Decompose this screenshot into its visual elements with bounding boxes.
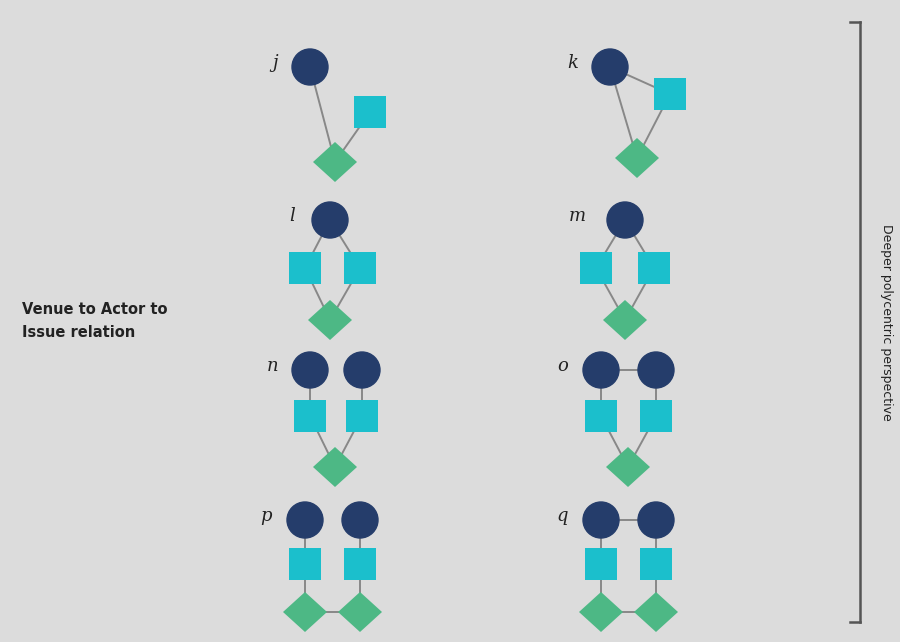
Bar <box>585 400 617 432</box>
Polygon shape <box>308 300 352 340</box>
Bar <box>640 400 672 432</box>
Text: n: n <box>266 357 278 375</box>
Text: m: m <box>569 207 586 225</box>
Polygon shape <box>615 138 659 178</box>
Bar <box>580 252 612 284</box>
Bar <box>344 548 376 580</box>
Bar <box>346 400 378 432</box>
Bar <box>294 400 326 432</box>
Polygon shape <box>603 300 647 340</box>
Polygon shape <box>283 592 327 632</box>
Text: p: p <box>260 507 272 525</box>
Text: Venue to Actor to
Issue relation: Venue to Actor to Issue relation <box>22 302 167 340</box>
Circle shape <box>342 502 378 538</box>
Circle shape <box>638 352 674 388</box>
Polygon shape <box>313 447 357 487</box>
Circle shape <box>292 352 328 388</box>
Polygon shape <box>313 142 357 182</box>
Bar <box>289 252 321 284</box>
Polygon shape <box>338 592 382 632</box>
Text: q: q <box>556 507 568 525</box>
Circle shape <box>607 202 643 238</box>
Circle shape <box>287 502 323 538</box>
Bar <box>344 252 376 284</box>
Bar <box>354 96 386 128</box>
Circle shape <box>312 202 348 238</box>
Circle shape <box>344 352 380 388</box>
Circle shape <box>592 49 628 85</box>
Bar <box>289 548 321 580</box>
Circle shape <box>638 502 674 538</box>
Circle shape <box>583 352 619 388</box>
Bar <box>638 252 670 284</box>
Text: k: k <box>567 54 578 72</box>
Bar <box>585 548 617 580</box>
Polygon shape <box>634 592 678 632</box>
Text: o: o <box>557 357 568 375</box>
Text: j: j <box>273 54 278 72</box>
Polygon shape <box>606 447 650 487</box>
Circle shape <box>292 49 328 85</box>
Polygon shape <box>579 592 623 632</box>
Circle shape <box>583 502 619 538</box>
Text: Deeper polycentric perspective: Deeper polycentric perspective <box>879 223 893 421</box>
Text: l: l <box>289 207 295 225</box>
Bar <box>640 548 672 580</box>
Bar <box>654 78 686 110</box>
